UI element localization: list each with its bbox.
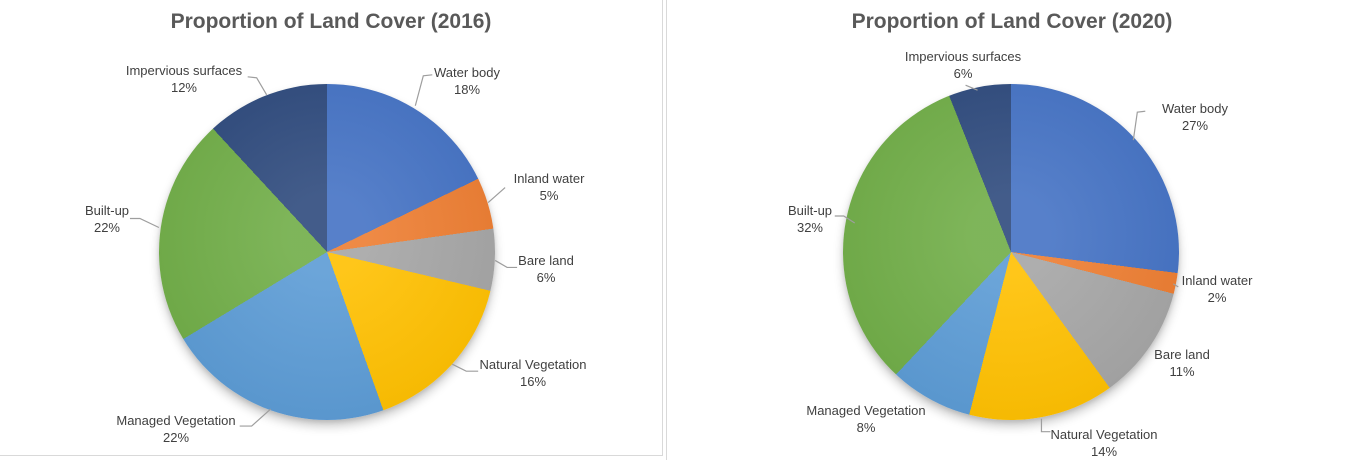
slice-label-bare-land-2016: Bare land 6% (518, 253, 574, 285)
slice-label-water-body-2020: Water body 27% (1162, 101, 1228, 133)
slice-label-natural-vegetation-2016: Natural Vegetation 16% (479, 357, 587, 389)
pie-2016[interactable] (159, 84, 495, 420)
slice-label-managed-vegetation-2020: Managed Vegetation 8% (806, 403, 926, 435)
slice-label-managed-vegetation-2016: Managed Vegetation 22% (116, 413, 236, 445)
slice-label-built-up-2016: Built-up 22% (84, 203, 130, 235)
chart-title-2016: Proportion of Land Cover (2016) (170, 10, 492, 33)
chart-title-2020: Proportion of Land Cover (2020) (851, 10, 1173, 33)
chart-panel-2020[interactable]: Proportion of Land Cover (2020) Impervio… (666, 0, 1357, 460)
slice-label-natural-vegetation-2020: Natural Vegetation 14% (1050, 427, 1158, 459)
slice-label-impervious-surfaces-2016: Impervious surfaces 12% (125, 63, 243, 95)
pie-2020[interactable] (843, 84, 1179, 420)
slice-label-water-body-2016: Water body 18% (434, 65, 500, 97)
slice-label-impervious-surfaces-2020: Impervious surfaces 6% (904, 49, 1022, 81)
slice-label-built-up-2020: Built-up 32% (787, 203, 833, 235)
chart-panel-2016[interactable]: Proportion of Land Cover (2016) Water bo… (0, 0, 663, 456)
slice-label-inland-water-2020: Inland water 2% (1181, 273, 1253, 305)
slice-label-bare-land-2020: Bare land 11% (1154, 347, 1210, 379)
slice-label-inland-water-2016: Inland water 5% (513, 171, 585, 203)
